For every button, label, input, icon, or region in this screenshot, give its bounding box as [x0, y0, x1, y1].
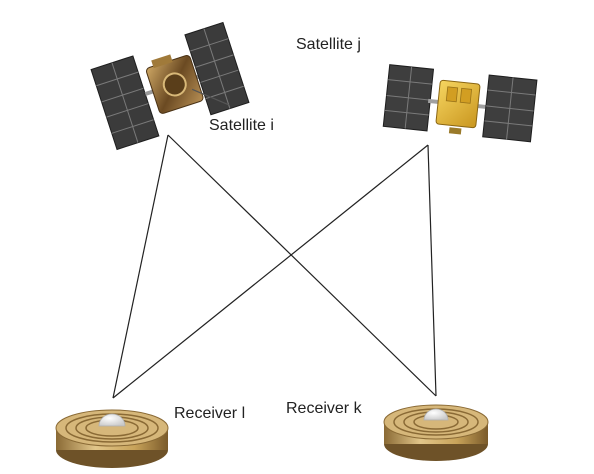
- receiver-l-label: Receiver l: [174, 405, 246, 422]
- satellite-i-label: Satellite i: [209, 117, 274, 134]
- signal-line-j-to-l: [112, 144, 429, 399]
- signal-line-j-to-k: [427, 144, 437, 397]
- signal-line-i-to-k: [167, 134, 437, 397]
- receiver-k-icon: [383, 404, 489, 461]
- receiver-k-label: Receiver k: [286, 400, 362, 417]
- receiver-l-icon: [55, 409, 169, 468]
- signal-lines: [112, 134, 437, 399]
- satellite-i-icon: [90, 21, 250, 151]
- satellite-j-icon: [382, 64, 538, 143]
- signal-line-i-to-l: [112, 134, 169, 399]
- satellite-j-label: Satellite j: [296, 36, 361, 53]
